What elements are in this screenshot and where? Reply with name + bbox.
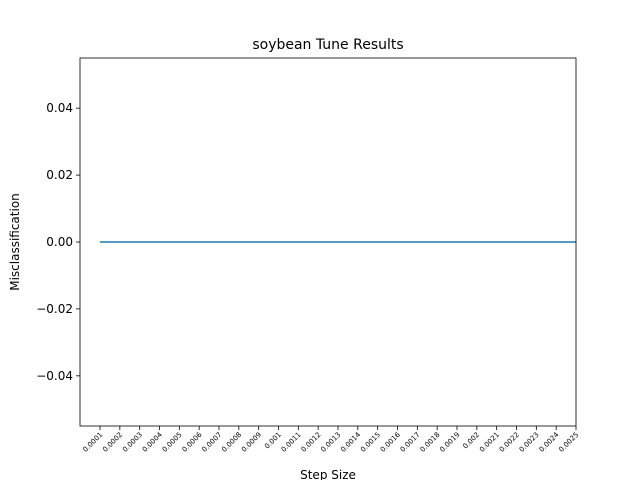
y-tick-label: 0.04	[46, 101, 73, 115]
y-tick-label: 0.00	[46, 235, 73, 249]
y-tick-label: −0.04	[36, 369, 73, 383]
y-tick-label: 0.02	[46, 168, 73, 182]
y-tick-label: −0.02	[36, 302, 73, 316]
x-axis-label: Step Size	[300, 468, 356, 480]
y-axis-label: Misclassification	[8, 193, 22, 291]
axes-frame	[79, 57, 577, 427]
chart-title: soybean Tune Results	[252, 37, 403, 53]
